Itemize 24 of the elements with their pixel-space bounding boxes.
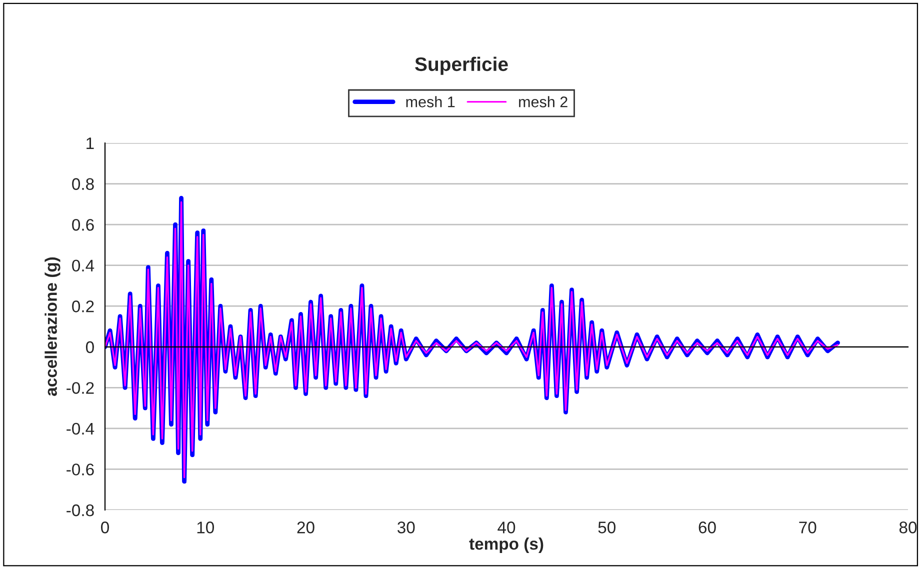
y-tick-label: 0.6 <box>72 218 94 231</box>
y-tick-label: -0.8 <box>66 504 94 516</box>
x-tick-label: 40 <box>498 522 516 534</box>
y-tick-label: -0.6 <box>66 464 94 476</box>
y-tick-label: 0.4 <box>72 260 94 272</box>
y-tick-label: 0.8 <box>72 178 94 190</box>
x-tick-label: 70 <box>799 522 816 534</box>
x-tick-label: 20 <box>297 522 314 534</box>
x-tick-label: 0 <box>101 522 109 534</box>
x-tick-label: 60 <box>698 522 716 534</box>
y-tick-label: 0.2 <box>72 300 94 312</box>
chart-title: Superficie <box>415 56 508 75</box>
x-tick-label: 10 <box>197 522 214 534</box>
y-tick-label: 0 <box>86 341 94 354</box>
y-axis-title: accellerazione (g) <box>44 257 60 396</box>
x-axis-title: tempo (s) <box>469 538 544 554</box>
legend-label: mesh 2 <box>519 96 568 108</box>
legend-label: mesh 1 <box>406 96 455 108</box>
x-tick-label: 30 <box>397 522 415 534</box>
y-tick-label: 1 <box>86 138 94 150</box>
y-tick-label: -0.2 <box>66 382 94 394</box>
x-tick-label: 80 <box>899 522 917 534</box>
y-tick-label: -0.4 <box>66 422 94 435</box>
x-tick-label: 50 <box>598 522 616 534</box>
